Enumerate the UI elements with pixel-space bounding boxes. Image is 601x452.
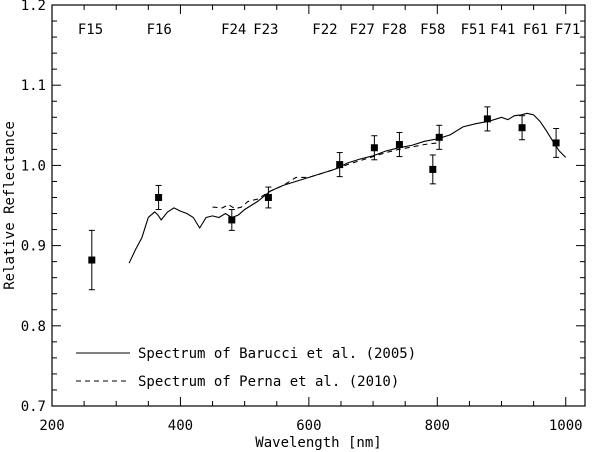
filter-labels: F15 F16 F24 F23 F22 F27 F28 F58 F51 F41 F61 F71 [78,22,580,38]
y-tick-label: 1.0 [21,158,46,174]
y-tick-label: 0.8 [21,319,46,335]
legend: Spectrum of Barucci et al. (2005) Spectr… [76,346,416,390]
x-axis-title: Wavelength [nm] [255,435,381,451]
legend-label-barucci: Spectrum of Barucci et al. (2005) [138,346,416,362]
plot-frame [51,4,586,407]
x-tick-labels: 200 400 600 800 1000 [39,418,582,434]
x-tick-label: 400 [168,418,193,434]
data-points [88,106,560,291]
legend-label-perna: Spectrum of Perna et al. (2010) [138,374,399,390]
y-tick-label: 0.9 [21,239,46,255]
data-point [264,193,272,201]
y-tick-labels: 0.7 0.8 0.9 1.0 1.1 1.2 [21,0,46,415]
data-point [429,165,437,173]
filter-label: F22 [312,22,337,38]
data-point [483,115,491,123]
axis-ticks [51,4,585,407]
filter-label: F71 [555,22,580,38]
data-point [552,139,560,147]
data-point [435,133,443,141]
filter-label: F24 [221,22,246,38]
y-tick-label: 0.7 [21,399,46,415]
x-tick-label: 1000 [549,418,583,434]
x-tick-label: 200 [39,418,64,434]
filter-label: F27 [350,22,375,38]
data-point [336,161,344,169]
data-point [228,216,236,224]
filter-label: F51 [461,22,486,38]
data-point [518,124,526,132]
filter-label: F61 [523,22,548,38]
data-point [395,141,403,149]
filter-label: F23 [253,22,278,38]
y-axis-title: Relative Reflectance [2,121,18,290]
series-line-1 [212,141,441,210]
data-point [88,256,96,264]
data-point [155,193,163,201]
filter-label: F16 [147,22,172,38]
y-tick-label: 1.2 [21,0,46,14]
data-point [370,144,378,152]
filter-label: F28 [382,22,407,38]
series-layer [128,112,567,264]
x-tick-label: 800 [425,418,450,434]
filter-label: F58 [420,22,445,38]
x-tick-label: 600 [296,418,321,434]
series-line-0 [128,112,567,264]
filter-label: F41 [490,22,515,38]
filter-label: F15 [78,22,103,38]
y-tick-label: 1.1 [21,78,46,94]
